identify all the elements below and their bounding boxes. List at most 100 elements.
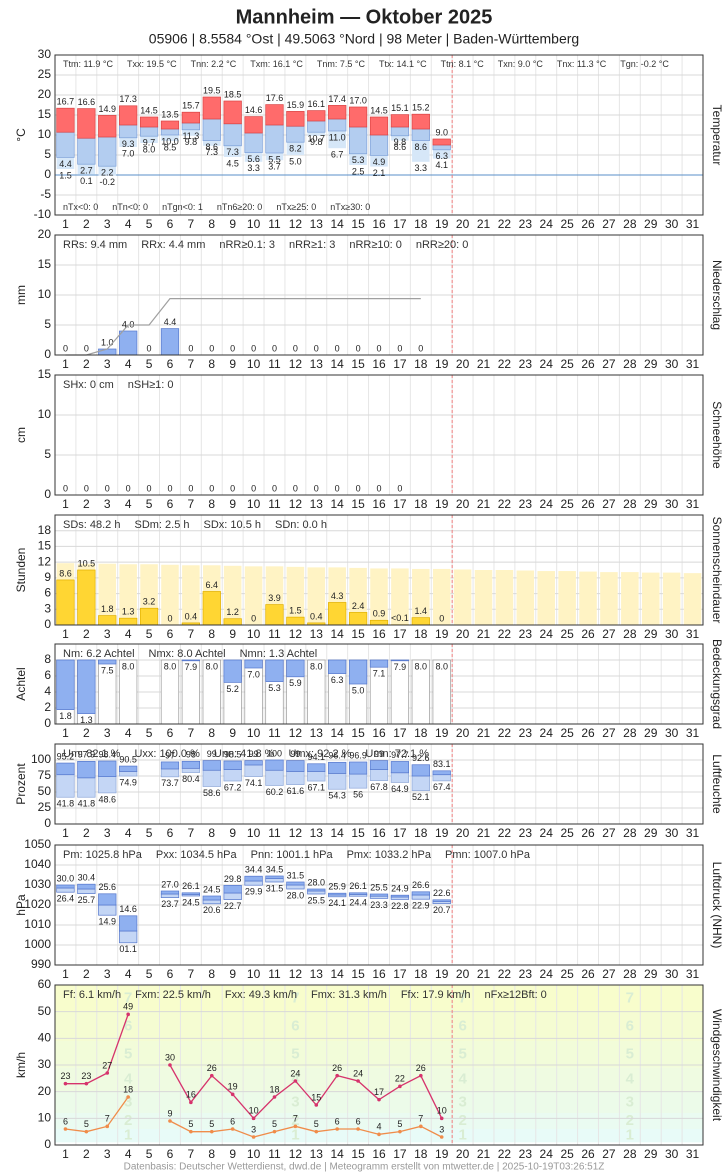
x-tick-label: 26 [581,726,595,740]
y-tick-label: 12 [38,554,52,568]
x-tick-label: 21 [477,826,491,840]
value-label: 54.3 [328,791,346,801]
bar [411,617,430,626]
point [105,1071,110,1075]
range-segment [77,164,96,175]
x-tick-label: 23 [519,497,533,511]
x-tick-label: 5 [146,217,153,231]
value-label: 0 [397,483,402,493]
range-segment [265,153,284,161]
value-label: 24 [290,1068,300,1078]
stats: SDs: 48.2 h SDm: 2.5 h SDx: 10.5 h SDn: 0.0… [63,519,327,531]
value-label: 0.4 [185,611,198,621]
x-tick-label: 3 [104,357,111,371]
value-label: 25.5 [370,882,388,892]
value-label: 25.7 [78,895,96,905]
stat: nRR≥20: 0 [416,239,469,251]
x-tick-label: 5 [146,967,153,981]
range-segment [432,774,451,782]
range-segment [181,767,201,773]
page-subtitle: 05906 | 8.5584 °Ost | 49.5063 °Nord | 98… [149,31,579,47]
x-tick-label: 25 [560,357,574,371]
range-segment [77,760,96,779]
x-tick-label: 15 [351,217,365,231]
panel-title: Sonnenscheindauer [710,517,724,624]
value-label: 6.3 [331,675,344,685]
value-label: 99 [207,749,217,759]
value-label: 18 [269,1084,279,1094]
value-label: 26 [332,1063,342,1073]
x-tick-label: 26 [581,967,595,981]
y-tick-label: 6 [44,586,51,600]
value-label: 9.8 [185,137,198,147]
value-label: 23.7 [161,899,179,909]
value-label: 0 [63,343,68,353]
range-segment [139,126,159,137]
x-tick-label: 9 [229,1147,236,1161]
x-tick-label: 6 [167,497,174,511]
point [335,1073,339,1078]
value-label: 9.0 [435,127,448,137]
range-segment [432,899,451,902]
x-tick-label: 4 [125,1147,132,1161]
x-tick-label: 4 [125,497,132,511]
range-segment [119,930,138,944]
x-tick-label: 14 [331,627,345,641]
stat: nTn6≥20: 0 [217,202,262,212]
point [398,1129,402,1134]
range-segment [411,128,430,141]
x-tick-label: 16 [372,627,386,641]
y-tick-label: 5 [44,317,51,331]
range-segment [348,106,368,128]
range-segment [411,891,430,896]
range-segment [265,759,284,771]
value-label: 28.0 [308,877,326,887]
range-segment [390,894,410,898]
x-tick-label: 24 [540,1147,554,1161]
range-segment [202,118,221,141]
x-tick-label: 12 [289,826,303,840]
value-label: 0 [167,613,172,623]
y-tick-label: 1000 [24,937,51,951]
range-segment [265,875,284,879]
x-tick-label: 9 [229,826,236,840]
x-tick-label: 20 [456,967,470,981]
value-label: 7 [293,1114,298,1124]
beaufort-label: 7 [458,989,466,1006]
value-label: 5 [397,1119,402,1129]
x-tick-label: 13 [310,217,324,231]
x-tick-label: 4 [125,826,132,840]
x-tick-label: 10 [247,627,261,641]
stat: nRR≥10: 0 [349,239,402,251]
x-tick-label: 2 [83,726,90,740]
stats: Ttm: 11.9 °C Txx: 19.5 °C Tnn: 2.2 °C Txm: … [63,59,669,69]
beaufort-band [55,1113,703,1129]
x-tick-label: 27 [602,967,616,981]
y-tick-label: 1030 [24,877,51,891]
bar [286,616,305,626]
x-tick-label: 15 [351,826,365,840]
x-tick-label: 16 [372,967,386,981]
stat: Pmx: 1033.2 hPa [347,849,432,861]
value-label: 23.3 [370,900,388,910]
stat: Nmn: 1.3 Achtel [240,648,318,660]
beaufort-label: 3 [626,1093,634,1110]
value-label: 74.9 [119,777,137,787]
value-label: 16.1 [308,99,326,109]
value-label: 8.0 [122,661,135,671]
value-label: 4.9 [373,157,386,167]
point [419,1124,423,1129]
y-tick-label: 990 [31,957,51,971]
x-tick-label: 5 [146,726,153,740]
value-label: 67.2 [224,782,242,792]
stat: nTgn<0: 1 [162,202,203,212]
bar [348,612,368,626]
value-label: 24.1 [328,898,346,908]
stat: Ff: 6.1 km/h [63,989,121,1001]
x-tick-label: 2 [83,217,90,231]
range-segment [432,138,451,146]
range-segment [328,761,347,774]
range-segment [286,760,305,772]
value-label: 19.5 [203,85,221,95]
